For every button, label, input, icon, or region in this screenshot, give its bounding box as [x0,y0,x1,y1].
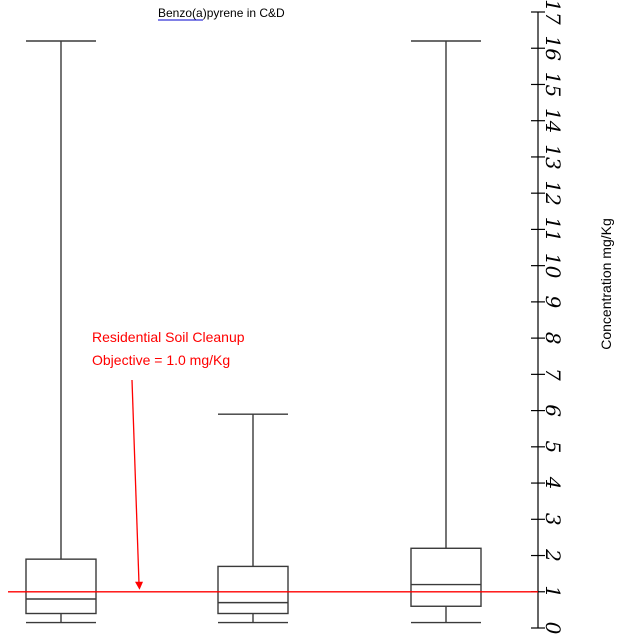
annotation-line-1: Residential Soil Cleanup [92,329,245,345]
y-tick-label: 14 [541,108,565,133]
y-tick-label: 15 [541,72,565,97]
y-tick-label: 17 [541,0,565,25]
y-axis-title: Concentration mg/Kg [598,218,614,350]
y-tick-label: 12 [541,180,565,205]
y-tick-label: 6 [541,404,565,417]
y-tick-label: 1 [541,585,565,598]
y-tick-label: 5 [541,440,565,453]
y-tick-label: 9 [541,296,565,309]
box-group-2 [217,413,289,624]
y-tick-label: 3 [541,513,565,526]
y-tick-label: 2 [541,548,565,562]
y-tick-label: 13 [541,144,565,169]
annotation-arrow [131,379,140,584]
y-tick-label: 4 [541,476,565,490]
box [217,565,289,615]
box-group-1 [25,40,97,624]
boxes-layer [25,40,482,624]
annotation-line-2: Objective = 1.0 mg/Kg [92,352,230,368]
box [25,558,97,615]
y-tick-label: 0 [541,622,565,635]
y-tick-label: 16 [541,36,565,62]
y-tick-label: 8 [541,332,565,345]
box-group-3 [410,40,482,624]
y-tick-label: 7 [541,368,565,381]
y-tick-label: 10 [541,253,565,279]
y-tick-label: 11 [541,217,565,242]
box [410,547,482,607]
chart-title: Benzo(a)pyrene in C&D [158,6,285,20]
annotation-arrowhead [135,581,143,590]
